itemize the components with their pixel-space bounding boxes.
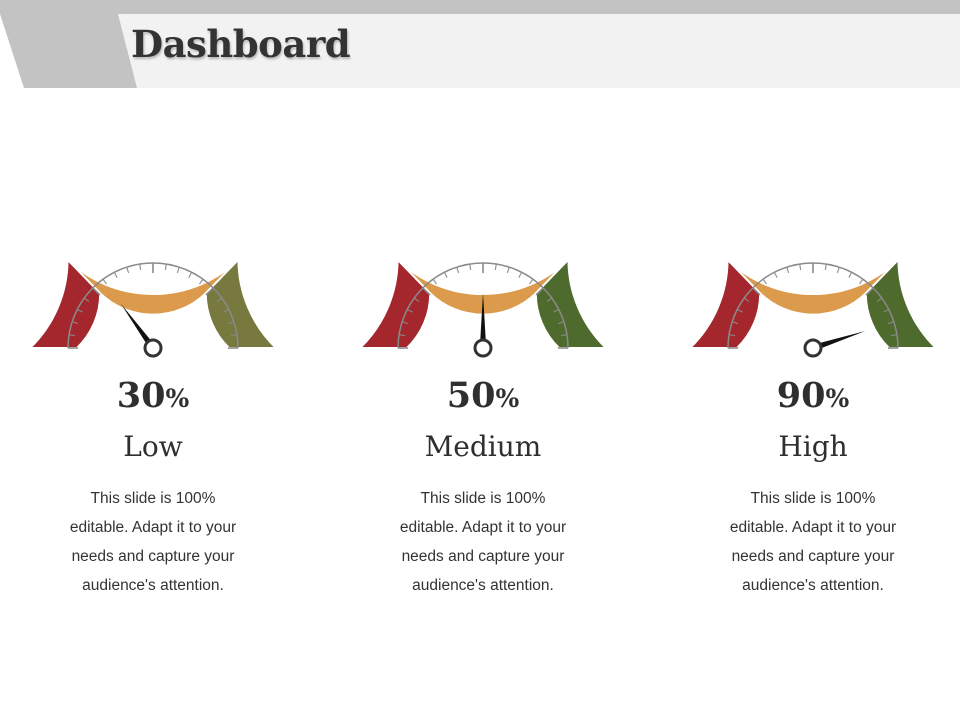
gauge-tick — [113, 272, 118, 278]
gauge-band-low — [687, 257, 762, 349]
gauge-band-high — [204, 257, 279, 349]
gauge-band-low — [357, 257, 432, 349]
gauge-dial — [687, 257, 939, 358]
gauge-description: This slide is 100% editable. Adapt it to… — [69, 490, 237, 594]
gauge-tick — [506, 266, 510, 274]
gauge-tick — [205, 287, 214, 296]
gauge-tick — [407, 308, 413, 313]
title-bar-background — [0, 0, 960, 88]
gauge-tick — [887, 321, 895, 325]
gauge-tick — [762, 278, 768, 285]
gauge-tick — [68, 334, 76, 337]
gauge-tick — [83, 297, 90, 303]
gauge-level-label: Medium — [424, 430, 542, 463]
gauge-tick — [77, 308, 83, 313]
gauge-tick — [773, 272, 778, 278]
gauge-needle-hub — [473, 338, 493, 358]
gauge-card-low: 30% Low This slide is 100% editable. Ada… — [23, 220, 283, 600]
gauge-tick — [836, 266, 840, 274]
gauge-value-suffix: % — [825, 384, 850, 413]
gauge-value-suffix: % — [495, 384, 520, 413]
gauge-needle — [812, 331, 866, 352]
gauge-tick — [456, 266, 460, 274]
gauge-tick — [401, 321, 409, 325]
gauge-needle — [120, 303, 156, 350]
gauge-tick — [164, 263, 167, 271]
gauge-tick — [848, 272, 853, 278]
gauge-tick — [432, 278, 438, 285]
gauge-tick — [858, 278, 864, 285]
gauge-description: This slide is 100% editable. Adapt it to… — [399, 490, 567, 594]
gauge-value-number: 50 — [446, 375, 496, 416]
gauge-tick — [176, 266, 180, 274]
gauge-needle-hub — [803, 338, 823, 358]
gauge-tick — [398, 334, 406, 337]
gauge-tick — [413, 297, 420, 303]
gauge-tick — [443, 272, 448, 278]
gauge-tick — [731, 321, 739, 325]
gauge-dial — [27, 257, 279, 358]
gauge-tick — [824, 263, 827, 271]
gauge-tick — [728, 334, 736, 337]
gauge-dial — [357, 257, 609, 358]
gauge-tick — [518, 272, 523, 278]
title-bar-panel — [118, 14, 960, 88]
gauge-description: This slide is 100% editable. Adapt it to… — [729, 490, 897, 594]
title-bar: Dashboard — [0, 0, 960, 88]
gauge-needle-hub — [143, 338, 163, 358]
gauge-tick — [560, 334, 568, 337]
gauge-tick — [71, 321, 79, 325]
gauge-level-label: High — [778, 430, 848, 463]
gauge-tick — [786, 266, 790, 274]
gauge-tick — [737, 308, 743, 313]
gauge-card-medium: 50% Medium This slide is 100% editable. … — [353, 220, 613, 600]
title-bar-tab — [0, 14, 137, 88]
gauge-tick — [227, 321, 235, 325]
gauge-tick — [422, 287, 431, 296]
gauge-tick — [102, 278, 108, 285]
gauge-tick — [890, 334, 898, 337]
gauge-level-label: Low — [123, 430, 183, 463]
gauge-tick — [876, 297, 883, 303]
gauge-band-high — [534, 257, 609, 349]
gauge-tick — [743, 297, 750, 303]
gauge-tick — [494, 263, 497, 271]
gauge-tick — [528, 278, 534, 285]
gauge-value-suffix: % — [165, 384, 190, 413]
gauge-card-high: 90% High This slide is 100% editable. Ad… — [683, 220, 943, 600]
gauge-band-low — [27, 257, 102, 349]
gauge-value: 50% — [353, 375, 613, 416]
gauge-tick — [865, 287, 874, 296]
gauge-tick — [752, 287, 761, 296]
title-bar-top-strip — [0, 0, 960, 14]
gauge-band-high — [864, 257, 939, 349]
gauge-tick — [230, 334, 238, 337]
gauge-needle — [479, 293, 487, 348]
gauge-tick — [223, 308, 229, 313]
gauge-tick — [126, 266, 130, 274]
gauge-tick — [216, 297, 223, 303]
gauge-value-number: 90 — [776, 375, 826, 416]
page-title: Dashboard — [131, 22, 351, 66]
gauge-tick — [799, 263, 802, 271]
gauge-tick — [535, 287, 544, 296]
gauge-tick — [188, 272, 193, 278]
gauge-tick — [92, 287, 101, 296]
gauge-tick — [553, 308, 559, 313]
gauge-tick — [469, 263, 472, 271]
gauge-tick — [546, 297, 553, 303]
gauge-value-number: 30 — [116, 375, 166, 416]
gauge-tick — [139, 263, 142, 271]
gauge-tick — [557, 321, 565, 325]
gauge-tick — [883, 308, 889, 313]
gauge-value: 30% — [23, 375, 283, 416]
gauge-value: 90% — [683, 375, 943, 416]
gauge-tick — [198, 278, 204, 285]
